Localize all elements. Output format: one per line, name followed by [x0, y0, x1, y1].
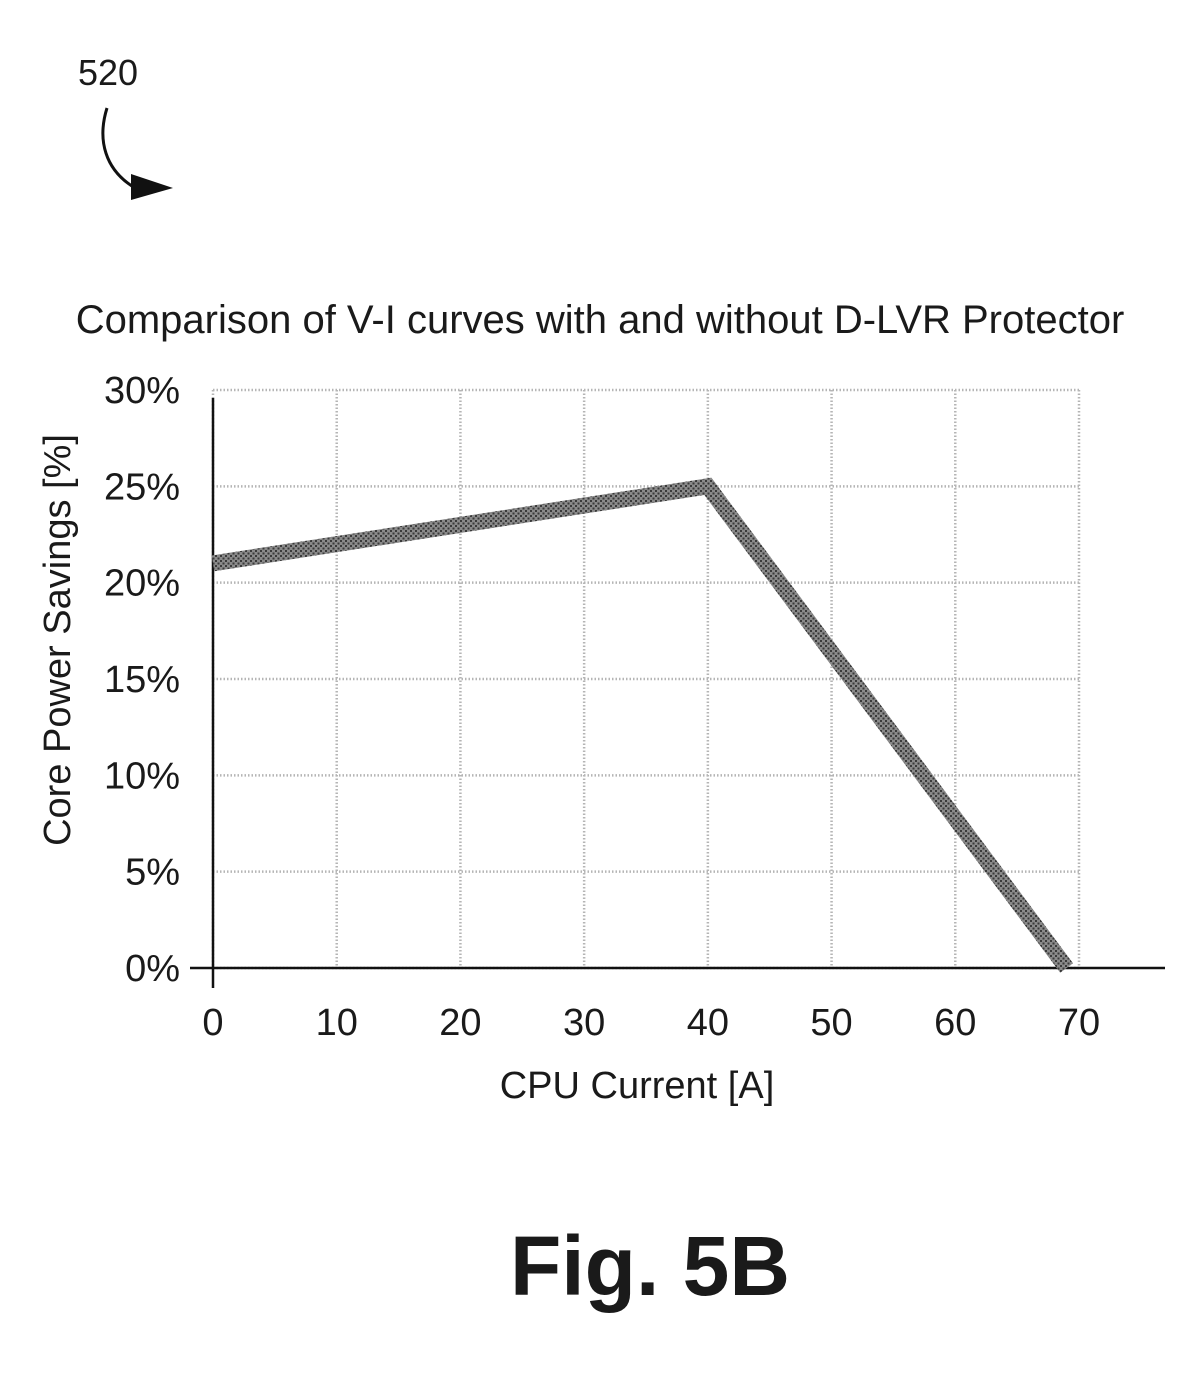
tick-labels: 0 10 20 30 40 50 60 70 0% 5% 10% 15% 20% 25% 30% [104, 370, 1100, 1044]
y-tick-label: 15% [104, 659, 180, 701]
x-tick-label: 0 [202, 1002, 223, 1044]
x-tick-label: 40 [687, 1002, 729, 1044]
y-tick-label: 25% [104, 466, 180, 508]
chart-title: Comparison of V-I curves with and withou… [75, 298, 1125, 342]
x-tick-label: 30 [563, 1002, 605, 1044]
chart-plot: 0 10 20 30 40 50 60 70 0% 5% 10% 15% 20% 25% 30% CPU C… [37, 370, 1165, 1107]
y-tick-label: 10% [104, 755, 180, 797]
x-tick-label: 20 [439, 1002, 481, 1044]
x-tick-label: 10 [316, 1002, 358, 1044]
y-tick-label: 20% [104, 563, 180, 605]
series-line-0 [211, 477, 1074, 973]
x-axis-title: CPU Current [A] [500, 1065, 775, 1107]
x-tick-label: 70 [1058, 1002, 1100, 1044]
data-series [211, 477, 1074, 973]
y-tick-label: 30% [104, 370, 180, 412]
axes [190, 398, 1165, 988]
figure-label: Fig. 5B [509, 1219, 790, 1313]
x-tick-label: 60 [934, 1002, 976, 1044]
y-axis-title: Core Power Savings [%] [37, 434, 79, 846]
reference-arrow-icon [101, 107, 173, 200]
x-tick-label: 50 [810, 1002, 852, 1044]
y-tick-label: 5% [125, 852, 180, 894]
grid-lines [211, 388, 1081, 970]
figure-reference-number: 520 [78, 52, 139, 93]
y-tick-label: 0% [125, 948, 180, 990]
